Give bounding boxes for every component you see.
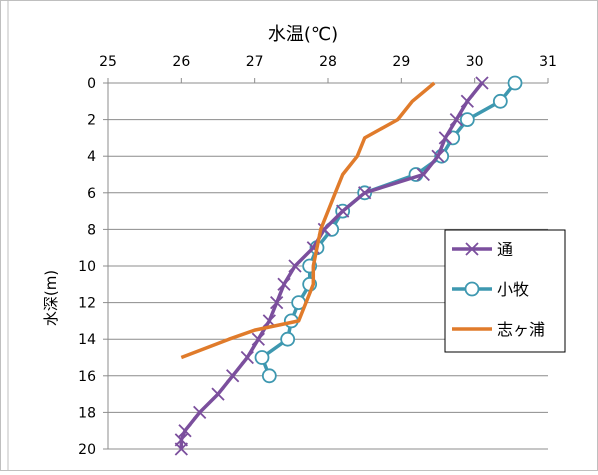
series-0-point-7	[336, 204, 350, 218]
series-1-point-15	[254, 350, 270, 365]
series-2	[180, 81, 436, 360]
series-0-point-18	[193, 405, 207, 420]
x-tick-label-27: 27	[246, 54, 264, 70]
legend-label-1: 小牧	[497, 280, 529, 299]
series-1	[254, 75, 523, 384]
series-line-0	[179, 81, 484, 449]
series-0-point-12	[270, 295, 284, 310]
series-layer	[174, 75, 523, 456]
series-0-point-11	[277, 277, 291, 291]
y-tick-label-6: 6	[87, 186, 96, 202]
y-axis-title: 水深(m)	[42, 270, 60, 326]
series-1-point-2	[459, 112, 475, 127]
series-1-point-0	[507, 75, 523, 91]
series-0-point-1	[460, 94, 474, 108]
series-0	[174, 76, 489, 456]
legend-item-2: 志ヶ浦	[452, 320, 545, 339]
y-tick-label-18: 18	[78, 405, 96, 421]
series-0-point-16	[226, 369, 240, 383]
legend-swatch-marker-1	[464, 281, 480, 297]
y-tick-label-4: 4	[87, 149, 96, 165]
series-line-2	[180, 81, 436, 360]
series-0-point-14	[251, 332, 265, 346]
y-tick-label-0: 0	[87, 76, 96, 92]
legend-label-2: 志ヶ浦	[497, 320, 545, 339]
series-0-point-17	[211, 387, 225, 401]
y-tick-label-20: 20	[78, 442, 96, 458]
x-tick-label-25: 25	[99, 54, 117, 70]
series-0-point-19	[178, 424, 192, 438]
series-0-point-3	[438, 131, 452, 145]
x-tick-label-28: 28	[319, 54, 337, 70]
y-tick-label-16: 16	[78, 369, 96, 385]
series-0-point-4	[431, 149, 445, 163]
series-0-point-15	[240, 350, 254, 365]
series-0-point-2	[449, 112, 463, 127]
y-tick-label-14: 14	[78, 332, 96, 348]
series-0-point-6	[358, 186, 372, 200]
series-0-point-5	[416, 167, 430, 182]
legend-item-1: 小牧	[452, 280, 529, 299]
axes: 0 2 4 6 8 10 12 14 16 18 20 25 26 27 28 29 30 31	[78, 54, 557, 458]
series-0-point-10	[288, 259, 302, 273]
y-tick-label-8: 8	[87, 222, 96, 238]
series-1-point-14	[280, 331, 296, 347]
legend-swatch-marker-0	[465, 242, 479, 256]
x-tick-label-31: 31	[539, 54, 557, 70]
x-tick-label-26: 26	[172, 54, 190, 70]
x-tick-label-30: 30	[466, 54, 484, 70]
series-0-point-0	[475, 76, 489, 90]
x-tick-label-29: 29	[392, 54, 410, 70]
y-tick-label-10: 10	[78, 259, 96, 275]
x-axis-title: 水温(℃)	[268, 24, 338, 45]
series-1-point-16	[261, 368, 277, 384]
legend-label-0: 通	[497, 240, 513, 259]
legend-item-0: 通	[452, 240, 513, 259]
series-0-point-21	[174, 442, 188, 456]
series-1-point-1	[492, 93, 508, 109]
y-tick-label-2: 2	[87, 113, 96, 129]
y-tick-label-12: 12	[78, 296, 96, 312]
